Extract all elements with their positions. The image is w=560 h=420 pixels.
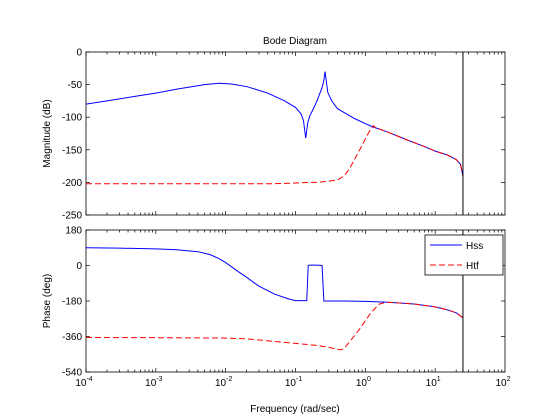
magnitude-y-tick-label: -50 — [68, 80, 83, 91]
phase-y-tick-label: -360 — [62, 332, 82, 343]
magnitude-y-tick-label: 0 — [76, 48, 82, 59]
phase-y-tick-label: 180 — [65, 226, 82, 237]
magnitude-y-tick-label: -250 — [62, 211, 82, 222]
phase-y-tick-label: -180 — [62, 297, 82, 308]
chart-title: Bode Diagram — [263, 36, 327, 47]
legend-label-hss: Hss — [466, 241, 483, 252]
phase-y-tick-label: 0 — [76, 261, 82, 272]
magnitude-y-tick-label: -200 — [62, 178, 82, 189]
magnitude-axes: 0 -50 -100 -150 -200 -250 Magnitude (dB) — [42, 48, 505, 222]
magnitude-y-tick-label: -150 — [62, 145, 82, 156]
x-axis-label: Frequency (rad/sec) — [250, 404, 339, 415]
magnitude-plot-frame — [86, 52, 505, 215]
magnitude-y-tick-label: -100 — [62, 113, 82, 124]
magnitude-y-axis-label: Magnitude (dB) — [42, 99, 53, 167]
phase-y-axis-label: Phase (deg) — [42, 274, 53, 328]
legend: Hss Htf — [425, 235, 503, 275]
legend-label-htf: Htf — [466, 261, 479, 272]
phase-y-tick-label: -540 — [62, 368, 82, 379]
legend-box — [425, 235, 503, 275]
